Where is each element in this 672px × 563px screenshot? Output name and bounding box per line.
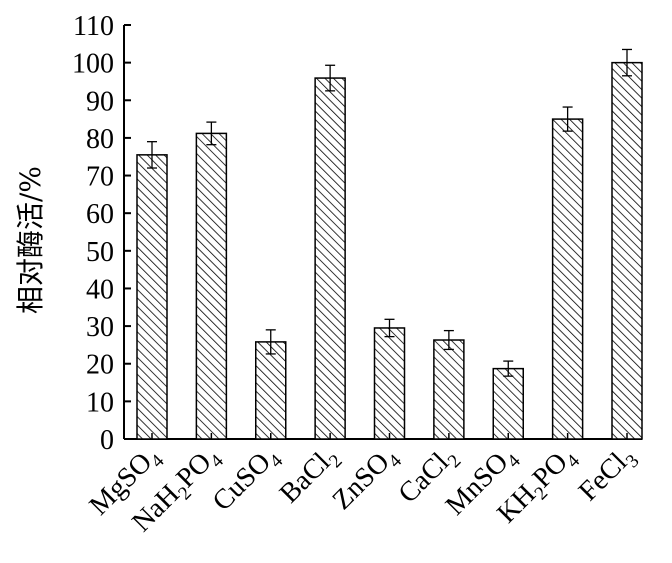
- y-tick-label: 110: [73, 11, 114, 42]
- y-tick-label: 100: [72, 49, 114, 80]
- error-bar: [503, 360, 514, 377]
- error-bar: [325, 64, 336, 92]
- bar: [255, 341, 287, 440]
- bar: [136, 154, 168, 440]
- category-label: ZnSO4: [327, 440, 407, 520]
- bar: [551, 118, 584, 440]
- y-tick-label: 90: [86, 86, 114, 117]
- y-tick-label: 10: [86, 387, 114, 418]
- error-bar: [622, 48, 632, 77]
- bars: [136, 61, 643, 440]
- y-tick-label: 40: [86, 274, 114, 305]
- y-axis-ticks: 0 10 20 30 40 50 60 70 80 90 100 110: [72, 11, 131, 456]
- bar: [314, 77, 346, 440]
- x-axis-labels: MgSO4NaH2PO4CuSO4BaCl2ZnSO4CaCl2MnSO4KH2…: [83, 440, 644, 538]
- y-tick-label: 60: [86, 199, 114, 230]
- category-label: CuSO4: [207, 440, 288, 521]
- y-tick-label: 0: [100, 425, 114, 456]
- y-tick-label: 70: [86, 162, 114, 193]
- error-bar: [147, 141, 157, 169]
- error-bars: [147, 48, 632, 377]
- error-bar: [443, 329, 454, 351]
- y-tick-label: 50: [86, 237, 114, 268]
- error-bar: [384, 318, 395, 338]
- bar: [373, 327, 406, 440]
- y-tick-label: 30: [86, 312, 114, 343]
- bar: [492, 367, 524, 440]
- error-bar: [265, 329, 276, 355]
- error-bar: [562, 106, 573, 132]
- error-bar: [206, 121, 217, 146]
- y-tick-label: 80: [86, 124, 114, 155]
- bar: [433, 339, 465, 440]
- category-label: KH2PO4: [491, 440, 584, 533]
- category-label: FeCl3: [573, 440, 644, 511]
- bar: [611, 61, 643, 440]
- y-axis-label: 相对酶活/%: [14, 166, 47, 314]
- bar: [195, 132, 228, 440]
- y-tick-label: 20: [86, 350, 114, 381]
